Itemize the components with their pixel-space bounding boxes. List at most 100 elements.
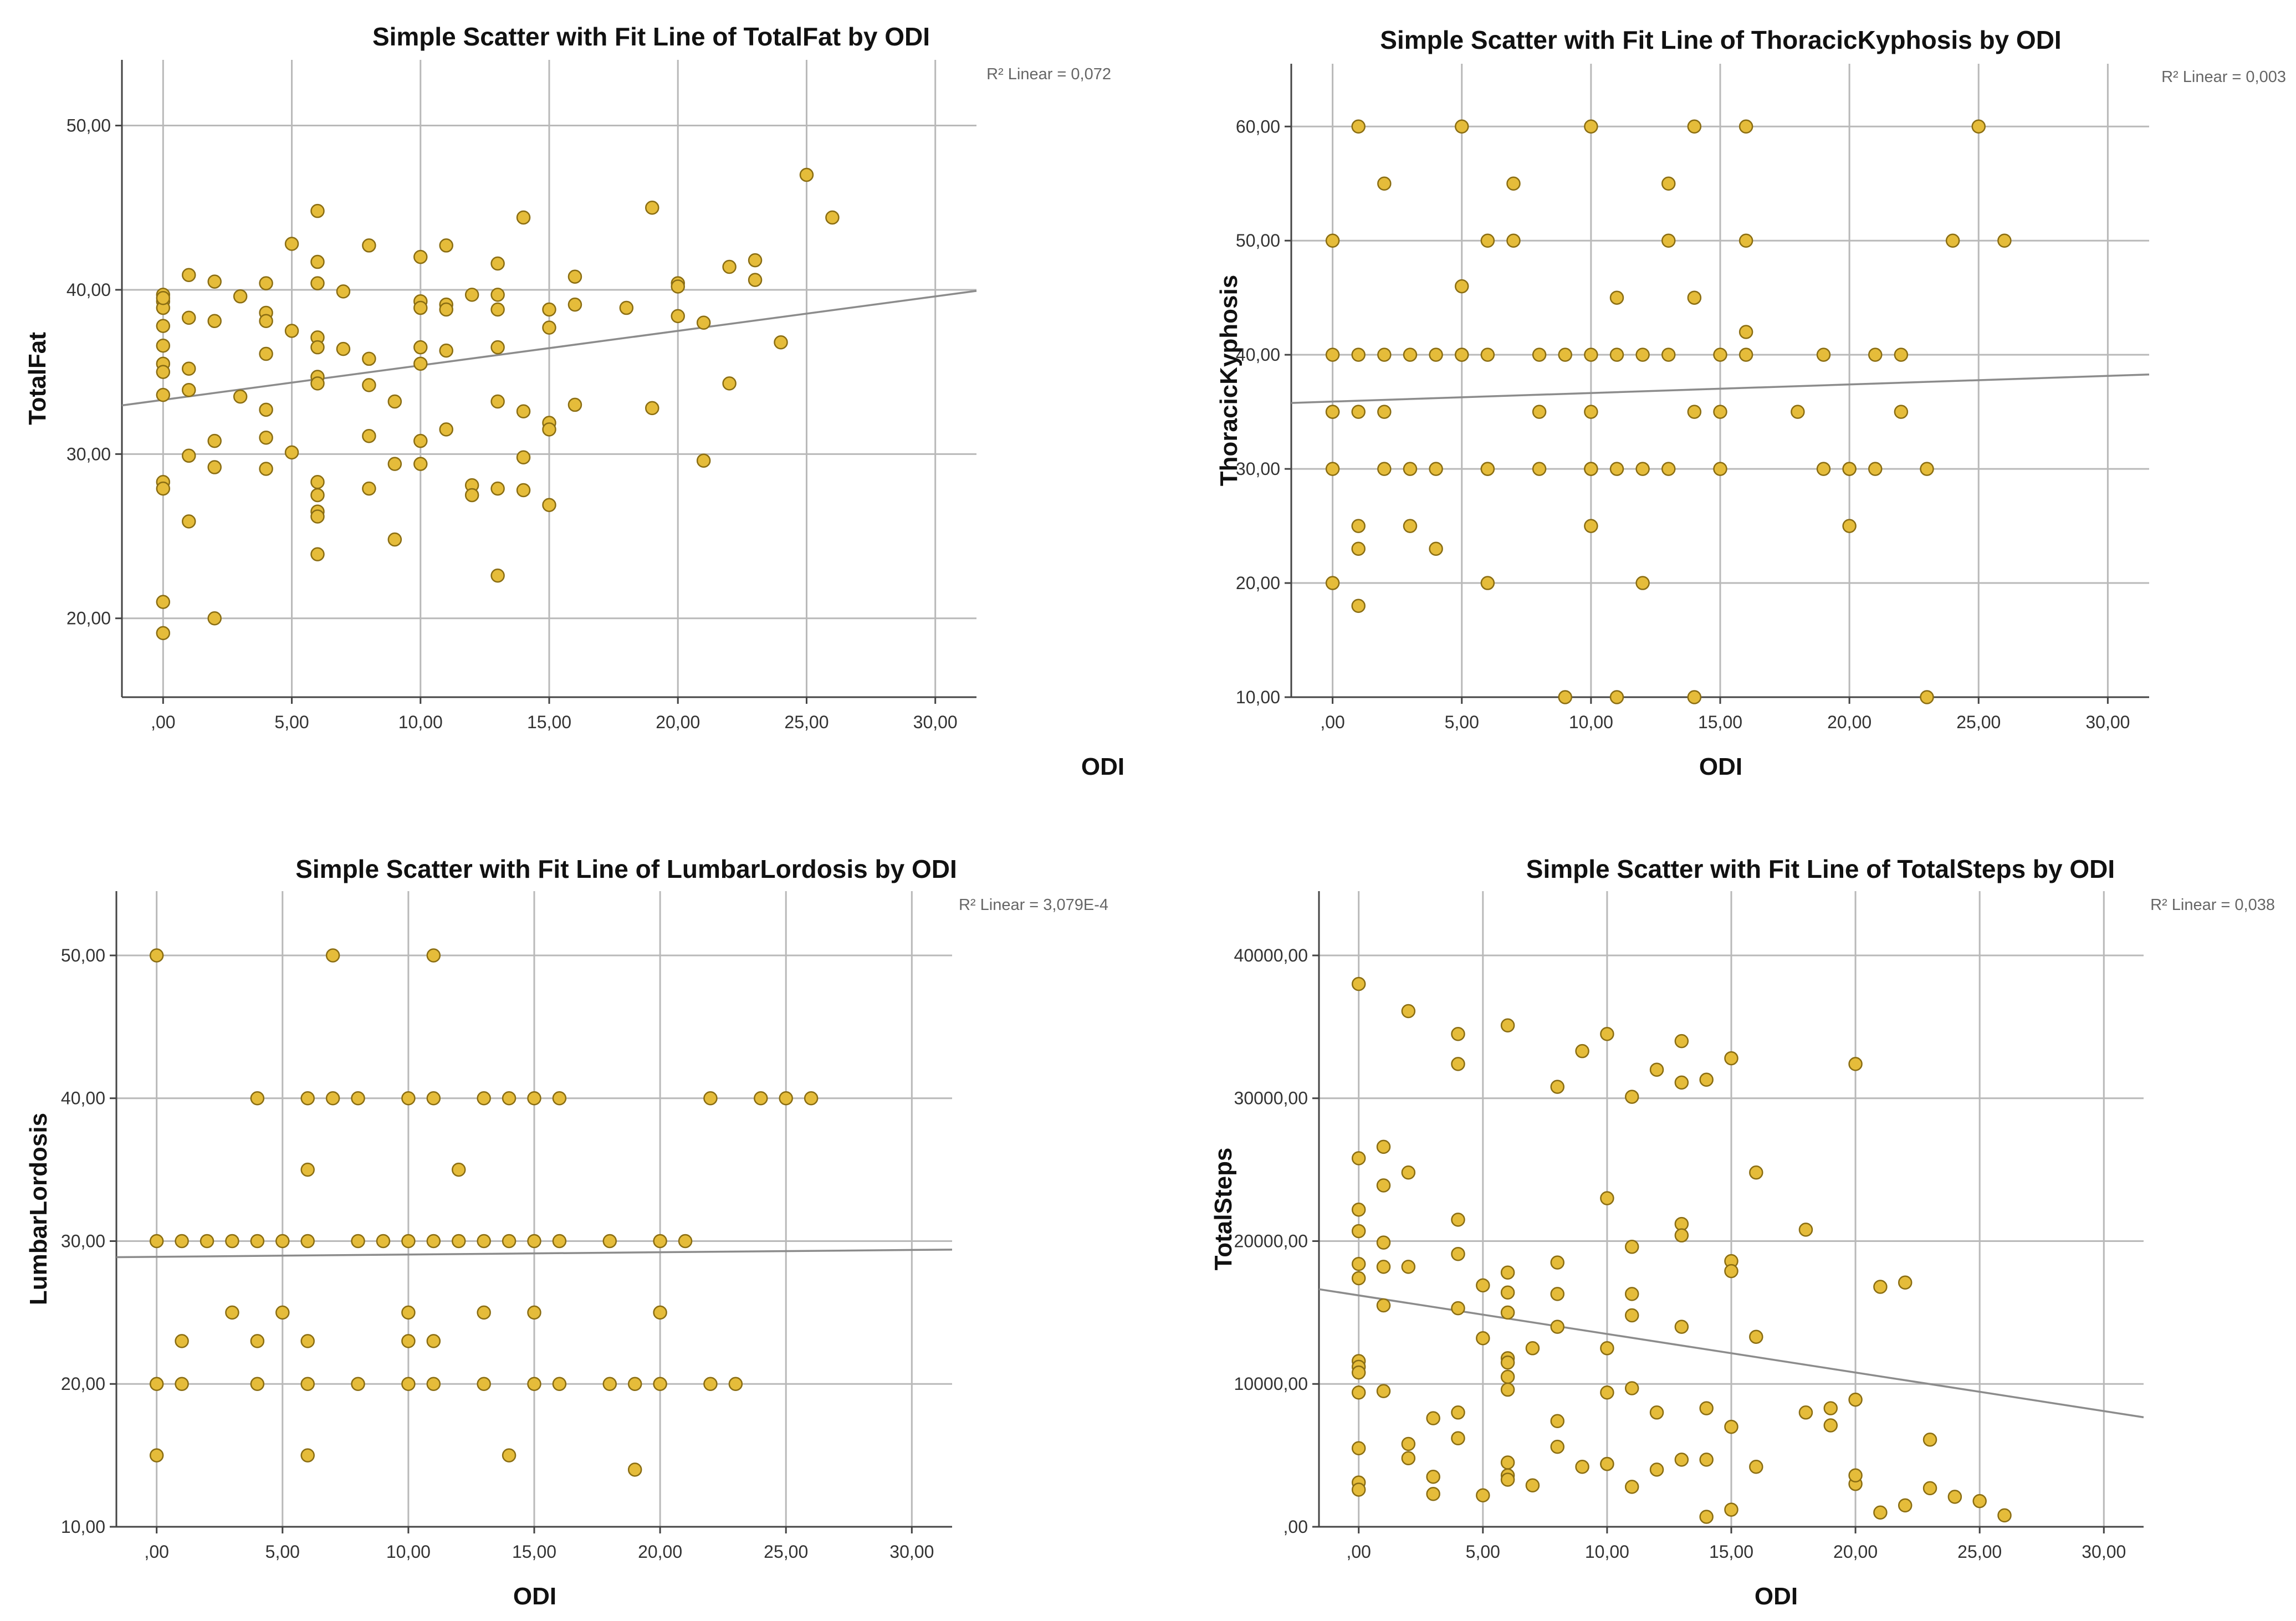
data-point — [516, 404, 531, 419]
data-point — [426, 948, 441, 963]
data-point — [1749, 1459, 1763, 1474]
y-tick-label: 50,00 — [67, 116, 111, 136]
x-tick-label: 15,00 — [527, 712, 571, 732]
data-point — [1401, 1165, 1416, 1180]
data-point — [477, 1091, 491, 1106]
y-axis-title: TotalSteps — [1210, 1148, 1237, 1271]
data-point — [627, 1463, 642, 1477]
data-point — [175, 1334, 189, 1348]
data-point — [1351, 119, 1366, 134]
data-point — [653, 1305, 667, 1320]
x-tick-label: 5,00 — [265, 1542, 300, 1562]
data-point — [1749, 1329, 1763, 1344]
data-point — [207, 314, 222, 329]
data-point — [275, 1234, 290, 1249]
data-point — [1426, 1470, 1440, 1484]
x-tick-label: 5,00 — [274, 712, 309, 732]
data-point — [1791, 405, 1805, 419]
r2-linear-label: R² Linear = 0,072 — [986, 65, 1111, 83]
chart-title: Simple Scatter with Fit Line of TotalFat… — [372, 22, 930, 51]
data-point — [325, 1091, 340, 1106]
data-point — [310, 376, 325, 391]
y-tick-label: 40,00 — [61, 1088, 105, 1108]
data-point — [1376, 1298, 1391, 1313]
data-point — [1525, 1478, 1540, 1493]
data-point — [284, 324, 299, 338]
data-point — [1376, 1235, 1391, 1250]
data-point — [1550, 1414, 1565, 1429]
data-point — [542, 422, 556, 437]
data-point — [1377, 405, 1392, 419]
data-point — [1550, 1439, 1565, 1454]
data-point — [1451, 1027, 1465, 1041]
data-point — [1325, 405, 1340, 419]
data-point — [413, 249, 428, 264]
data-point — [1724, 1264, 1738, 1279]
data-point — [401, 1091, 416, 1106]
data-point — [1500, 1018, 1515, 1033]
data-point — [156, 387, 171, 402]
data-point — [207, 460, 222, 474]
data-point — [1476, 1278, 1490, 1293]
data-point — [300, 1234, 315, 1249]
data-point — [703, 1377, 718, 1391]
chart-title: Simple Scatter with Fit Line of LumbarLo… — [295, 855, 957, 883]
data-point — [1609, 690, 1624, 704]
data-point — [1351, 1441, 1366, 1455]
data-point — [516, 210, 531, 225]
data-point — [1506, 176, 1521, 191]
data-point — [722, 376, 737, 391]
data-point — [1476, 1331, 1490, 1346]
data-point — [1823, 1401, 1838, 1415]
x-tick-label: 25,00 — [1956, 712, 2001, 732]
data-point — [703, 1091, 718, 1106]
data-point — [645, 201, 659, 215]
data-point — [451, 1234, 466, 1249]
y-tick-label: 30000,00 — [1234, 1088, 1308, 1108]
data-point — [1351, 1203, 1366, 1217]
data-point — [464, 488, 479, 503]
x-tick-label: 15,00 — [1709, 1542, 1753, 1562]
data-point — [696, 315, 711, 330]
data-point — [1451, 1213, 1465, 1227]
data-point — [1403, 519, 1418, 533]
data-point — [1798, 1223, 1813, 1237]
data-point — [1738, 325, 1753, 339]
data-point — [502, 1448, 517, 1463]
data-point — [1351, 347, 1366, 362]
data-point — [401, 1377, 416, 1391]
y-axis-title: TotalFat — [24, 332, 51, 425]
data-point — [552, 1091, 567, 1106]
data-point — [362, 428, 376, 443]
data-point — [175, 1377, 189, 1391]
data-point — [748, 273, 763, 287]
data-point — [502, 1091, 517, 1106]
data-point — [376, 1234, 391, 1249]
data-point — [728, 1377, 743, 1391]
y-tick-label: 40000,00 — [1234, 945, 1308, 965]
data-point — [552, 1234, 567, 1249]
data-point — [1500, 1355, 1515, 1370]
data-point — [1687, 290, 1702, 305]
y-tick-label: 30,00 — [1236, 459, 1280, 479]
data-point — [300, 1091, 315, 1106]
data-point — [516, 483, 531, 498]
data-point — [1454, 119, 1469, 134]
data-point — [1500, 1382, 1515, 1397]
y-tick-label: 30,00 — [67, 444, 111, 464]
y-tick-label: 60,00 — [1236, 116, 1280, 136]
data-point — [156, 595, 171, 609]
data-point — [1451, 1246, 1465, 1261]
fit-line — [121, 290, 977, 407]
chart-panel-4: ,00 5,00 10,00 15,00 20,00 25,00 30,00 ,00 10000… — [1210, 855, 2275, 1610]
y-tick-label: 20000,00 — [1234, 1231, 1308, 1251]
data-point — [1429, 541, 1443, 556]
data-point — [1699, 1510, 1714, 1524]
data-point — [1376, 1139, 1391, 1154]
data-point — [542, 302, 556, 317]
data-point — [207, 274, 222, 289]
data-point — [351, 1234, 365, 1249]
data-point — [1532, 347, 1547, 362]
data-point — [653, 1377, 667, 1391]
data-point — [1873, 1505, 1888, 1520]
